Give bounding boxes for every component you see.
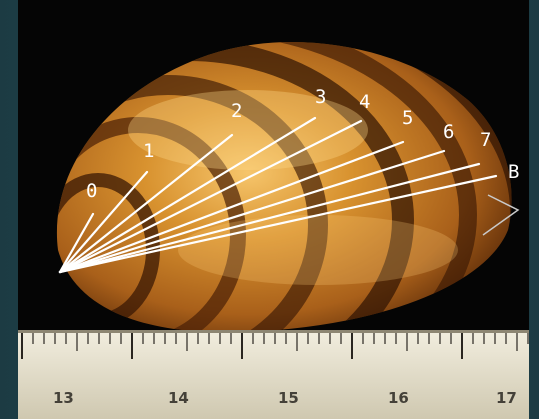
ring-labels: 0 1 2 3 4 5 6 7 B (86, 86, 519, 202)
ruler-number-14: 14 (168, 389, 189, 407)
ring-label-2: 2 (231, 100, 242, 122)
shell-tip-outline (482, 194, 520, 236)
measure-line-1 (58, 170, 149, 274)
measurement-lines (58, 116, 498, 274)
ruler-number-15: 15 (278, 389, 299, 407)
ruler-numbers: 13 14 15 16 17 (53, 389, 517, 407)
measure-line-3 (58, 116, 317, 274)
ruler-number-16: 16 (388, 389, 409, 407)
ruler-ticks (21, 333, 529, 359)
measure-line-4 (58, 119, 363, 274)
ring-label-7: 7 (480, 129, 491, 151)
measure-line-5 (58, 140, 405, 274)
measure-line-b (58, 174, 498, 274)
measure-line-6 (58, 149, 446, 274)
ring-label-1: 1 (143, 140, 154, 162)
ruler: 13 14 15 16 17 (18, 330, 529, 419)
shell-figure: 0 1 2 3 4 5 6 7 B 13 14 15 16 17 (18, 42, 529, 419)
ring-label-6: 6 (443, 121, 454, 143)
ring-label-3: 3 (315, 86, 326, 108)
ruler-number-17: 17 (496, 389, 517, 407)
measure-line-7 (58, 162, 481, 274)
ring-label-0: 0 (86, 180, 97, 202)
ruler-number-13: 13 (53, 389, 74, 407)
ring-label-4: 4 (359, 91, 370, 113)
ring-label-b: B (508, 161, 519, 183)
ring-label-5: 5 (402, 107, 413, 129)
measure-line-0 (58, 212, 95, 274)
shell-photograph: 0 1 2 3 4 5 6 7 B 13 14 15 16 17 (18, 0, 529, 419)
measure-line-2 (58, 133, 234, 274)
